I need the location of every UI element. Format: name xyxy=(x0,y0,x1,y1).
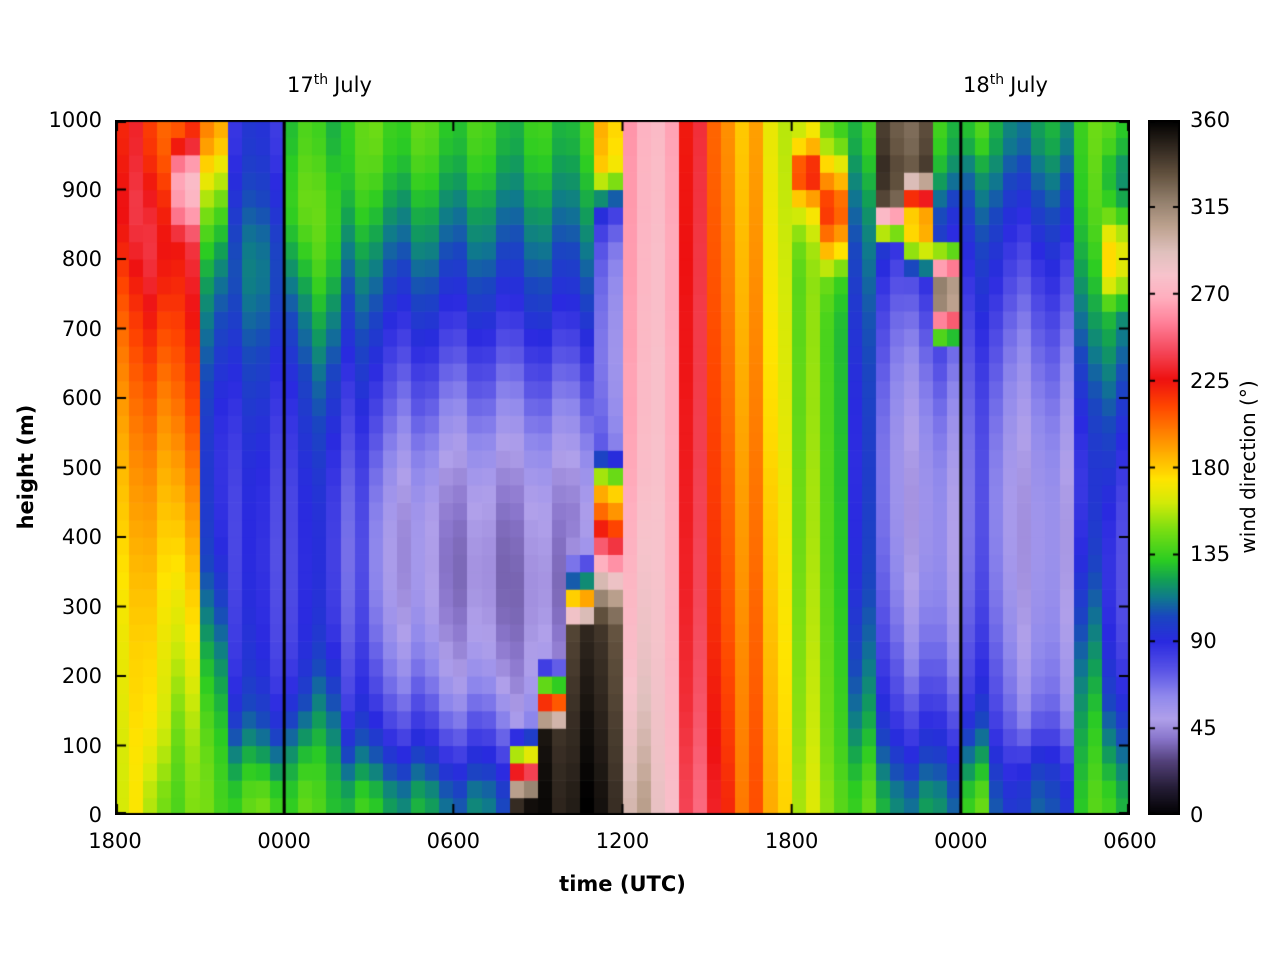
date-month: July xyxy=(334,73,372,97)
colorbar-tick-label: 225 xyxy=(1190,368,1231,393)
date-annotation-18-july: 18th July xyxy=(963,72,1048,97)
x-axis-tick-label: 0600 xyxy=(426,829,481,853)
colorbar-tick-label: 270 xyxy=(1190,281,1231,306)
date-ordinal-suffix: th xyxy=(313,72,329,88)
colorbar-tick-label: 0 xyxy=(1190,803,1204,827)
y-axis-tick-label: 0 xyxy=(88,803,102,827)
date-month: July xyxy=(1010,73,1048,97)
y-axis-tick-label: 400 xyxy=(61,525,102,549)
y-axis-tick-label: 200 xyxy=(61,664,102,688)
date-day: 18 xyxy=(963,73,990,97)
date-day: 17 xyxy=(287,73,314,97)
colorbar-axis-label: wind direction (°) xyxy=(1236,380,1260,554)
y-axis-tick-label: 600 xyxy=(61,386,102,410)
y-axis-tick-label: 900 xyxy=(61,177,102,202)
x-axis-tick-label: 1800 xyxy=(88,829,142,853)
colorbar-canvas xyxy=(1148,120,1180,815)
y-axis-tick-label: 100 xyxy=(61,733,102,758)
heatmap-canvas xyxy=(115,120,1130,815)
x-axis-tick-label: 1200 xyxy=(595,829,650,853)
x-axis-label: time (UTC) xyxy=(559,872,686,896)
x-axis-tick-label: 0000 xyxy=(257,829,311,853)
date-annotation-17-july: 17th July xyxy=(287,72,372,97)
y-axis-tick-label: 700 xyxy=(61,316,102,341)
y-axis-tick-label: 500 xyxy=(61,455,102,480)
colorbar-tick-label: 360 xyxy=(1190,108,1231,132)
y-axis-tick-label: 300 xyxy=(61,594,102,619)
colorbar-tick-label: 90 xyxy=(1190,629,1217,654)
x-axis-tick-label: 1800 xyxy=(764,829,819,853)
date-ordinal-suffix: th xyxy=(989,72,1005,88)
colorbar-tick-label: 135 xyxy=(1190,542,1231,567)
colorbar-tick-label: 45 xyxy=(1190,716,1217,741)
x-axis-tick-label: 0600 xyxy=(1103,829,1157,853)
y-axis-tick-label: 800 xyxy=(61,247,102,271)
x-axis-tick-label: 0000 xyxy=(934,829,988,853)
colorbar-tick-label: 180 xyxy=(1190,455,1231,480)
colorbar-tick-label: 315 xyxy=(1190,194,1231,219)
y-axis-tick-label: 1000 xyxy=(48,108,102,132)
